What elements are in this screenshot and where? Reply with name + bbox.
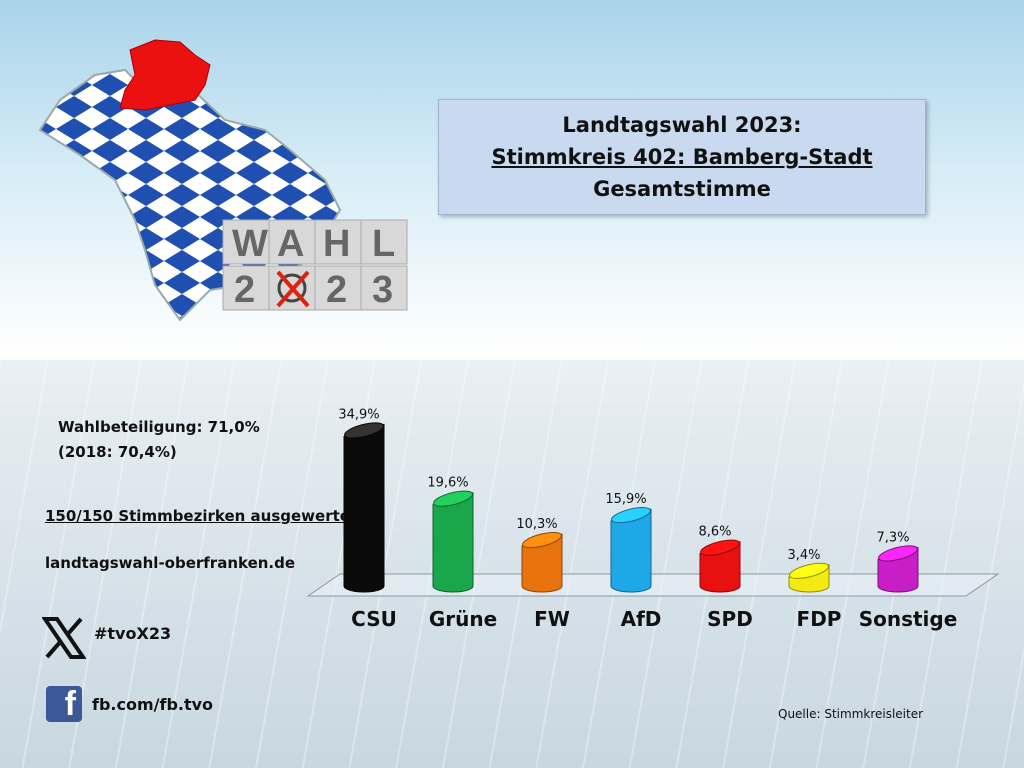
category-label: Grüne [429, 607, 497, 631]
title-line-1: Landtagswahl 2023: [562, 113, 802, 137]
facebook-link-text[interactable]: fb.com/fb.tvo [92, 695, 214, 714]
svg-text:3: 3 [372, 269, 393, 311]
category-label: FDP [797, 607, 842, 631]
value-label: 34,9% [338, 407, 379, 422]
turnout-text: Wahlbeteiligung: 71,0% [58, 418, 260, 436]
bar-spd [699, 539, 741, 593]
bar-fdp [788, 562, 830, 593]
bavaria-map-logo: W A H L 2 2 3 [38, 39, 408, 322]
svg-text:H: H [323, 223, 350, 265]
value-label: 8,6% [698, 525, 731, 540]
value-label: 15,9% [605, 492, 646, 507]
x-handle-text: #tvoX23 [94, 624, 172, 643]
bar-csu [343, 422, 385, 593]
website-text: landtagswahl-oberfranken.de [45, 554, 296, 572]
source-text: Quelle: Stimmkreisleiter [778, 707, 924, 721]
svg-text:W: W [232, 223, 268, 265]
value-label: 7,3% [876, 530, 909, 545]
results-bar-chart: 34,9% CSU 19,6% Grüne 10,3% FW 15,9% AfD 8,6% SPD… [306, 407, 1000, 631]
bamberg-region [119, 39, 211, 111]
svg-text:2: 2 [234, 269, 255, 311]
facebook-icon: f [46, 685, 82, 723]
turnout-previous-text: (2018: 70,4%) [58, 443, 177, 461]
title-line-2: Stimmkreis 402: Bamberg-Stadt [491, 145, 873, 169]
category-label: CSU [351, 607, 397, 631]
category-label: FW [534, 607, 570, 631]
x-icon [42, 617, 86, 659]
svg-text:L: L [372, 223, 395, 265]
value-label: 10,3% [516, 517, 557, 532]
bar-afd [610, 507, 652, 593]
title-line-3: Gesamtstimme [593, 177, 771, 201]
category-label: SPD [707, 607, 753, 631]
category-label: Sonstige [859, 607, 958, 631]
svg-text:2: 2 [326, 269, 347, 311]
wahl-logo-cubes: W A H L 2 2 3 [222, 219, 408, 311]
category-label: AfD [621, 607, 662, 631]
value-label: 19,6% [427, 476, 468, 491]
background-floor [0, 360, 1024, 768]
chart-title-box: Landtagswahl 2023: Stimmkreis 402: Bambe… [438, 99, 926, 215]
bar-sonstige [877, 545, 919, 593]
bar-fw [521, 532, 563, 593]
value-label: 3,4% [787, 548, 820, 563]
svg-text:A: A [277, 223, 304, 265]
bar-grüne [432, 490, 474, 593]
districts-counted-text: 150/150 Stimmbezirken ausgewertet [45, 507, 358, 525]
